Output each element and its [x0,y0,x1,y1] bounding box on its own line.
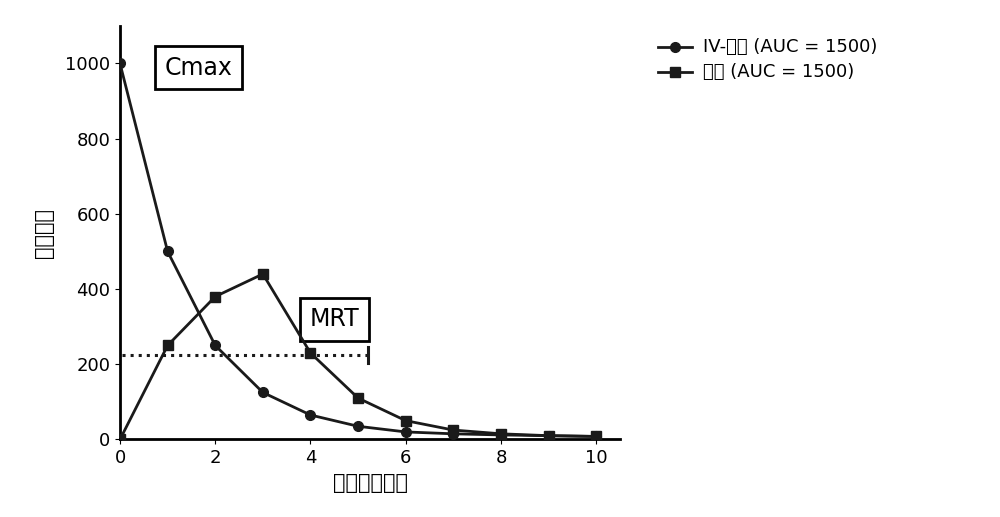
X-axis label: 时间（小时）: 时间（小时） [332,473,408,493]
口服 (AUC = 1500) [209,294,221,300]
IV-丸式 (AUC = 1500) [543,433,555,439]
口服 (AUC = 1500) [114,436,126,443]
口服 (AUC = 1500) [543,433,555,439]
口服 (AUC = 1500) [447,427,459,433]
Line: IV-丸式 (AUC = 1500): IV-丸式 (AUC = 1500) [115,58,601,442]
口服 (AUC = 1500) [162,342,174,348]
IV-丸式 (AUC = 1500) [209,342,221,348]
IV-丸式 (AUC = 1500) [304,412,316,418]
口服 (AUC = 1500) [495,431,507,437]
Y-axis label: 药物浓度: 药物浓度 [34,208,54,257]
IV-丸式 (AUC = 1500) [447,431,459,437]
IV-丸式 (AUC = 1500) [400,429,412,435]
Text: Cmax: Cmax [165,56,233,80]
口服 (AUC = 1500) [257,271,269,277]
IV-丸式 (AUC = 1500) [162,248,174,254]
口服 (AUC = 1500) [400,418,412,424]
口服 (AUC = 1500) [304,350,316,356]
Line: 口服 (AUC = 1500): 口服 (AUC = 1500) [115,269,601,444]
口服 (AUC = 1500) [590,433,602,439]
Legend: IV-丸式 (AUC = 1500), 口服 (AUC = 1500): IV-丸式 (AUC = 1500), 口服 (AUC = 1500) [652,33,883,87]
IV-丸式 (AUC = 1500) [352,423,364,430]
Text: MRT: MRT [309,307,359,331]
IV-丸式 (AUC = 1500) [257,389,269,396]
IV-丸式 (AUC = 1500) [114,60,126,67]
IV-丸式 (AUC = 1500) [495,432,507,438]
口服 (AUC = 1500) [352,395,364,401]
IV-丸式 (AUC = 1500) [590,433,602,439]
